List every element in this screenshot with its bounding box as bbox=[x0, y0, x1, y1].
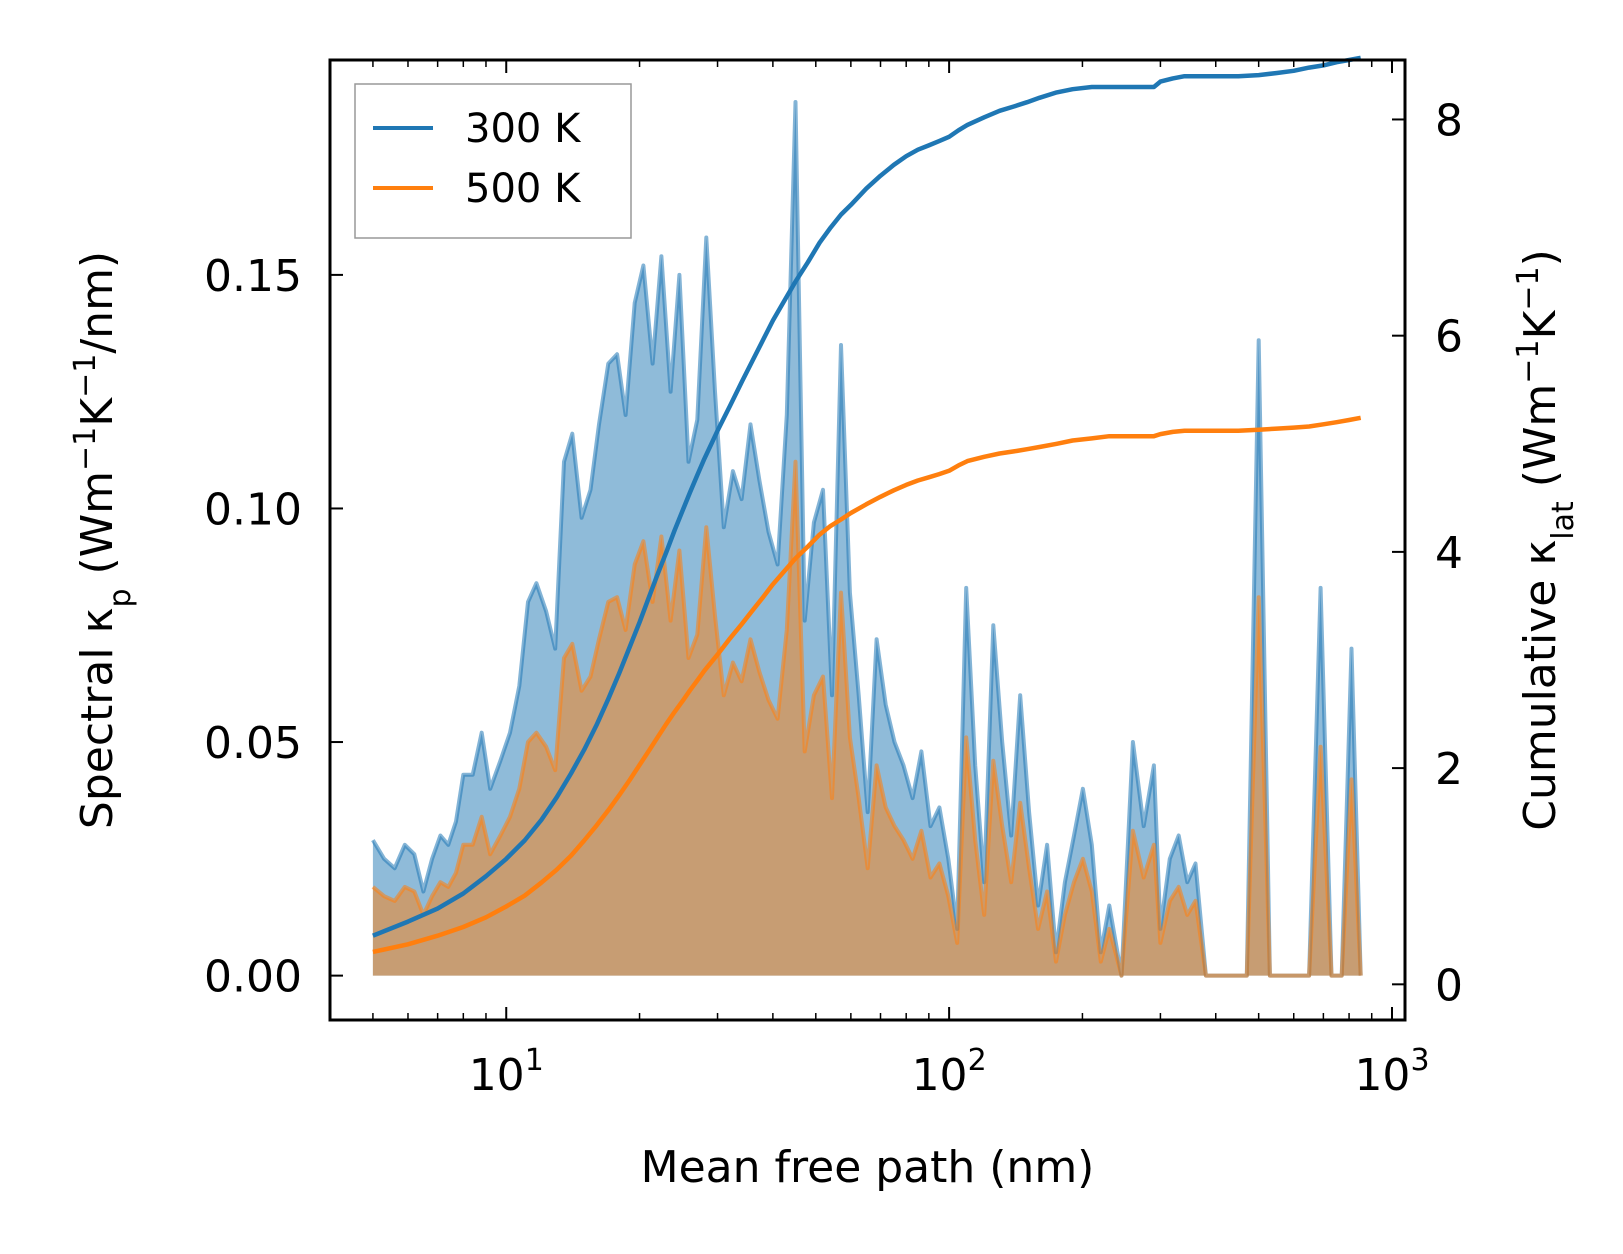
x-tick-label-base: 10 bbox=[469, 1050, 525, 1101]
y-left-label-suffix: /nm) bbox=[72, 251, 123, 354]
x-tick-label-base: 10 bbox=[912, 1050, 968, 1101]
y-right-tick-label: 4 bbox=[1435, 528, 1463, 579]
y-left-tick-label: 0.10 bbox=[204, 484, 302, 535]
cumulative-500k-line bbox=[372, 415, 1362, 955]
spectral-300k-line bbox=[371, 100, 1363, 978]
x-tick-label-exp: 1 bbox=[525, 1043, 544, 1078]
y-left-tick-label: 0.15 bbox=[204, 251, 302, 302]
x-tick-label: 101 bbox=[469, 1043, 544, 1101]
legend-label-500k: 500 K bbox=[465, 166, 582, 212]
y-left-tick-label: 0.00 bbox=[204, 952, 302, 1003]
data-lines bbox=[372, 55, 1362, 955]
spectral-fills bbox=[371, 100, 1363, 978]
y-right-tick-label: 6 bbox=[1435, 312, 1463, 363]
x-tick-label-base: 10 bbox=[1354, 1050, 1410, 1101]
y-right-tick-label: 2 bbox=[1435, 744, 1463, 795]
y-axis-right-label: Cumulative κlat (Wm−1K−1) bbox=[1511, 249, 1581, 831]
y-right-label-sub: lat bbox=[1546, 501, 1581, 540]
y-right-tick-label: 8 bbox=[1435, 95, 1463, 146]
y-left-label-sub: p bbox=[103, 588, 138, 607]
x-axis-label: Mean free path (nm) bbox=[641, 1142, 1095, 1193]
plot-frame bbox=[328, 58, 1407, 1022]
cumulative-300k-line bbox=[372, 55, 1362, 938]
y-right-label-unit-prefix: (Wm bbox=[1515, 384, 1566, 502]
y-left-label-mid: K bbox=[72, 397, 123, 427]
legend: 300 K 500 K bbox=[354, 83, 632, 239]
y-right-label-mid: K bbox=[1515, 309, 1566, 339]
y-right-label-suffix: ) bbox=[1515, 249, 1566, 266]
y-left-label-prefix: Spectral κ bbox=[72, 608, 123, 830]
y-left-tick-label: 0.05 bbox=[204, 718, 302, 769]
y-right-tick-label: 0 bbox=[1435, 960, 1463, 1011]
y-left-label-unit-prefix: (Wm bbox=[72, 471, 123, 589]
y-right-label-prefix: Cumulative κ bbox=[1515, 540, 1566, 831]
x-tick-label-exp: 3 bbox=[1410, 1043, 1429, 1078]
legend-box bbox=[354, 83, 632, 239]
y-right-label-sup2: −1 bbox=[1511, 266, 1546, 310]
y-left-label-sup1: −1 bbox=[68, 427, 103, 471]
x-tick-label-exp: 2 bbox=[968, 1043, 987, 1078]
x-tick-label: 103 bbox=[1354, 1043, 1429, 1101]
legend-label-300k: 300 K bbox=[465, 106, 582, 152]
y-axis-left-label: Spectral κp (Wm−1K−1/nm) bbox=[68, 251, 138, 829]
y-right-label-sup1: −1 bbox=[1511, 339, 1546, 383]
y-left-label-sup2: −1 bbox=[68, 354, 103, 398]
spectral-500k-line bbox=[371, 459, 1363, 978]
x-tick-label: 102 bbox=[912, 1043, 987, 1101]
spectral-500k-fill bbox=[372, 461, 1361, 976]
